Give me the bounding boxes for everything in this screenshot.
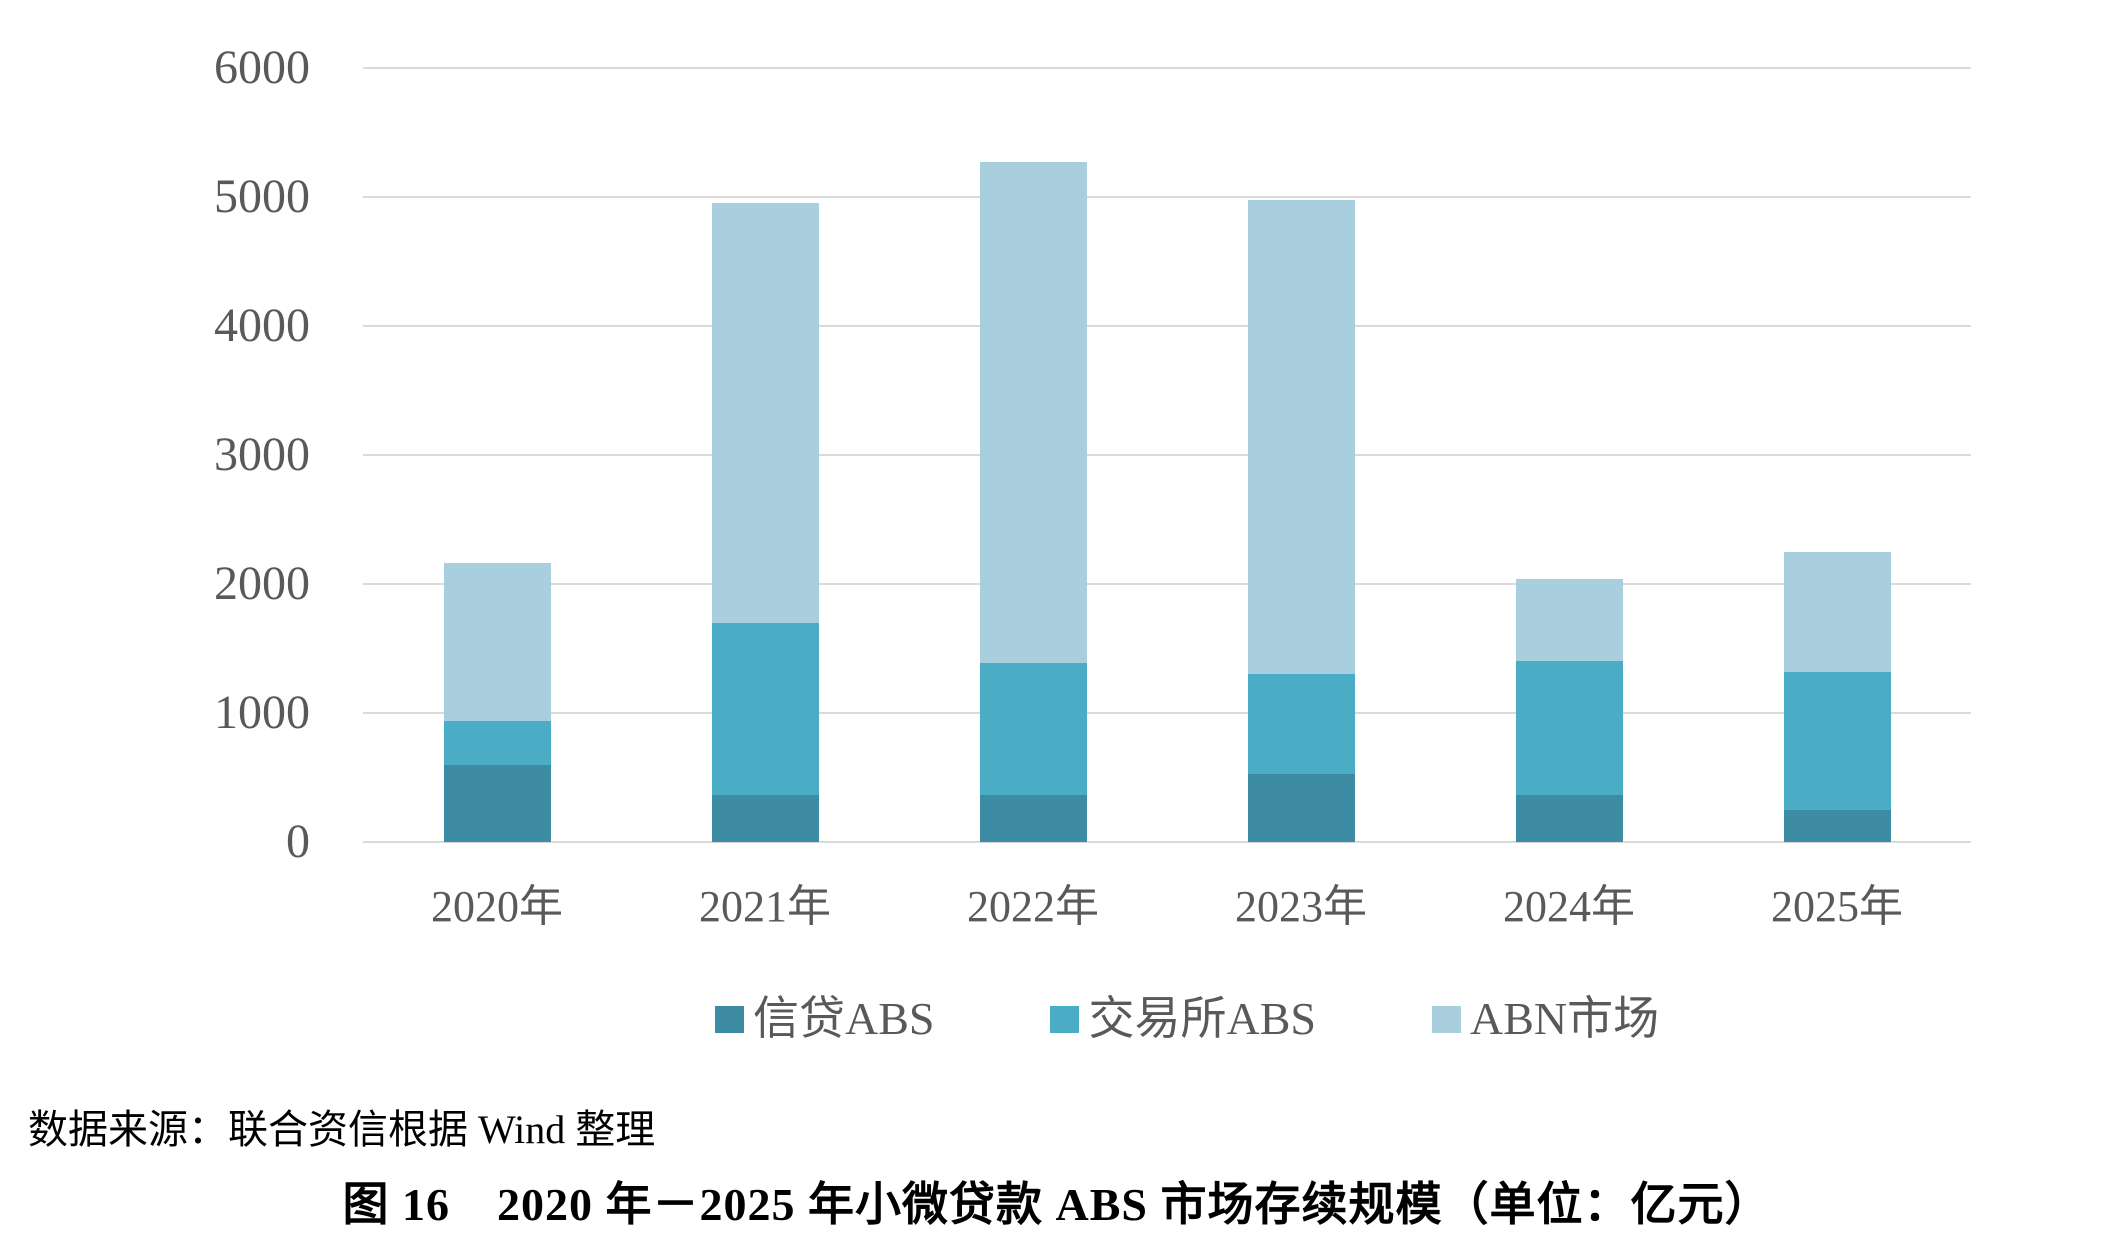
- bar-segment-交易所ABS-2023年: [1247, 674, 1355, 775]
- gridline-2000: [363, 583, 1971, 585]
- bar-segment-信贷ABS-2024年: [1515, 794, 1623, 842]
- legend-swatch-交易所ABS: [1050, 1005, 1080, 1033]
- legend-item-ABN市场: ABN市场: [1431, 993, 1660, 1045]
- x-axis-label-2025年: 2025年: [1771, 882, 1903, 931]
- figure-caption: 图 16 2020 年－2025 年小微贷款 ABS 市场存续规模（单位：亿元）: [342, 1179, 1772, 1230]
- bar-segment-信贷ABS-2020年: [443, 764, 551, 842]
- plot-area: [363, 67, 1971, 843]
- bar-2025年: [1783, 551, 1891, 842]
- legend-label-ABN市场: ABN市场: [1469, 993, 1660, 1044]
- bar-segment-信贷ABS-2021年: [711, 794, 819, 842]
- bar-segment-信贷ABS-2025年: [1783, 809, 1891, 842]
- x-axis-label-2020年: 2020年: [431, 882, 563, 931]
- bar-segment-交易所ABS-2025年: [1783, 671, 1891, 810]
- bar-segment-ABN市场-2024年: [1515, 578, 1623, 662]
- y-axis-tick-label-4000: 4000: [214, 299, 310, 352]
- bar-segment-交易所ABS-2020年: [443, 720, 551, 765]
- legend-label-交易所ABS: 交易所ABS: [1088, 993, 1316, 1044]
- legend-item-交易所ABS: 交易所ABS: [1050, 993, 1316, 1045]
- gridline-1000: [363, 712, 1971, 714]
- legend-item-信贷ABS: 信贷ABS: [715, 993, 934, 1045]
- bar-segment-交易所ABS-2021年: [711, 622, 819, 795]
- x-axis-label-2023年: 2023年: [1235, 882, 1367, 931]
- legend-swatch-信贷ABS: [715, 1005, 744, 1033]
- gridline-3000: [363, 454, 1971, 456]
- x-axis-label-2022年: 2022年: [967, 882, 1099, 931]
- y-axis-tick-label-6000: 6000: [214, 41, 310, 94]
- bar-2022年: [979, 162, 1087, 842]
- bar-2020年: [443, 563, 551, 842]
- gridline-4000: [363, 325, 1971, 327]
- bar-segment-ABN市场-2023年: [1247, 199, 1355, 675]
- bar-2023年: [1247, 199, 1355, 842]
- source-note: 数据来源：联合资信根据 Wind 整理: [28, 1107, 656, 1152]
- legend-swatch-ABN市场: [1431, 1005, 1461, 1033]
- y-axis-tick-label-0: 0: [286, 815, 310, 868]
- legend-label-信贷ABS: 信贷ABS: [753, 993, 935, 1044]
- bar-segment-ABN市场-2025年: [1783, 551, 1891, 672]
- gridline-5000: [363, 196, 1971, 198]
- legend: 信贷ABS 交易所ABS ABN市场: [715, 993, 1659, 1045]
- bar-2021年: [711, 203, 819, 842]
- gridline-6000: [363, 67, 1971, 69]
- bar-segment-交易所ABS-2022年: [979, 662, 1087, 795]
- bar-segment-ABN市场-2021年: [711, 203, 819, 623]
- y-axis-tick-label-3000: 3000: [214, 428, 310, 481]
- y-axis-tick-label-5000: 5000: [214, 170, 310, 223]
- bar-segment-信贷ABS-2022年: [979, 794, 1087, 842]
- bar-2024年: [1515, 578, 1623, 842]
- x-axis-label-2024年: 2024年: [1503, 882, 1635, 931]
- bar-segment-ABN市场-2020年: [443, 563, 551, 721]
- y-axis-tick-label-2000: 2000: [214, 557, 310, 610]
- bar-segment-交易所ABS-2024年: [1515, 661, 1623, 795]
- gridline-0: [363, 841, 1971, 843]
- bar-segment-ABN市场-2022年: [979, 162, 1087, 663]
- y-axis-tick-label-1000: 1000: [214, 686, 310, 739]
- bar-segment-信贷ABS-2023年: [1247, 774, 1355, 842]
- x-axis-label-2021年: 2021年: [699, 882, 831, 931]
